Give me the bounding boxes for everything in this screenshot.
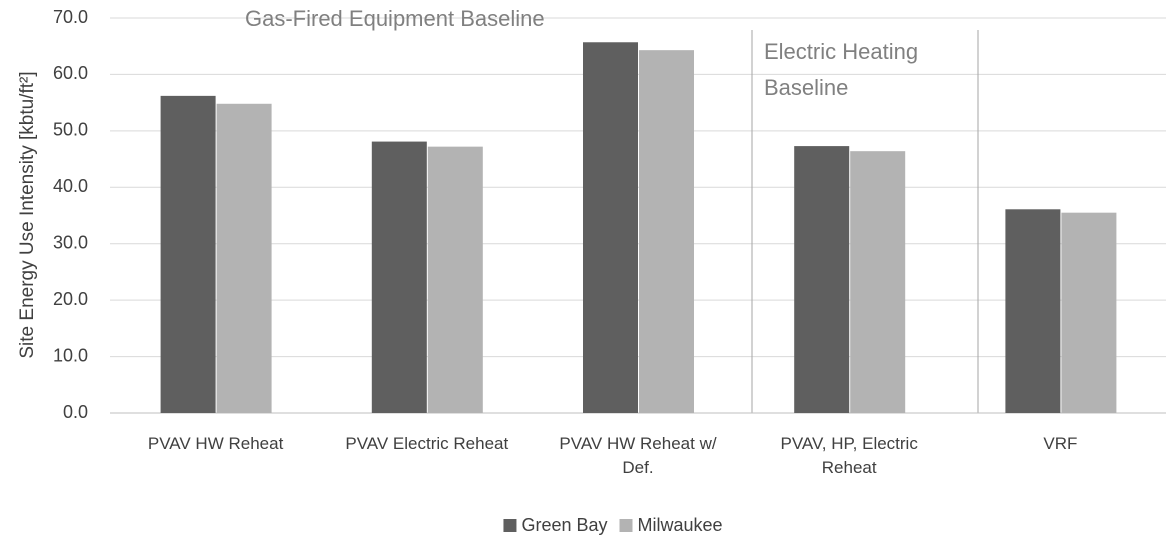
bar (1005, 209, 1061, 413)
bar (216, 103, 272, 414)
legend-item: Green Bay (503, 515, 608, 535)
bar (1061, 212, 1117, 413)
x-tick-label: PVAV Electric Reheat (345, 434, 509, 453)
x-tick-label: VRF (1043, 434, 1078, 453)
y-axis-label: Site Energy Use Intensity [kbtu/ft²] (17, 71, 38, 358)
x-tick-label: PVAV, HP, Electric Reheat (780, 434, 918, 477)
annotation: Gas-Fired Equipment Baseline (245, 6, 545, 31)
y-tick-label: 10.0 (53, 345, 88, 365)
bar (794, 146, 850, 414)
y-tick-label: 20.0 (53, 289, 88, 309)
legend-label: Green Bay (521, 515, 607, 535)
y-tick-label: 30.0 (53, 232, 88, 252)
x-tick-label: PVAV HW Reheat (147, 434, 284, 453)
legend-swatch (619, 519, 633, 532)
x-tick-label: PVAV HW Reheat w/ Def. (559, 434, 717, 477)
annotation: Electric Heating (764, 39, 918, 64)
y-tick-label: 40.0 (53, 176, 88, 196)
y-tick-label: 70.0 (53, 7, 88, 27)
bar (427, 146, 483, 413)
bar (850, 151, 906, 413)
y-tick-label: 50.0 (53, 120, 88, 140)
legend-item: Milwaukee (619, 515, 723, 535)
y-tick-label: 0.0 (63, 402, 88, 422)
y-tick-label: 60.0 (53, 63, 88, 83)
bar (639, 50, 694, 414)
bar (583, 42, 638, 414)
legend-swatch (503, 519, 517, 532)
annotation: Baseline (764, 75, 848, 100)
bar (160, 95, 216, 413)
bar (371, 141, 427, 414)
legend-label: Milwaukee (638, 515, 723, 535)
